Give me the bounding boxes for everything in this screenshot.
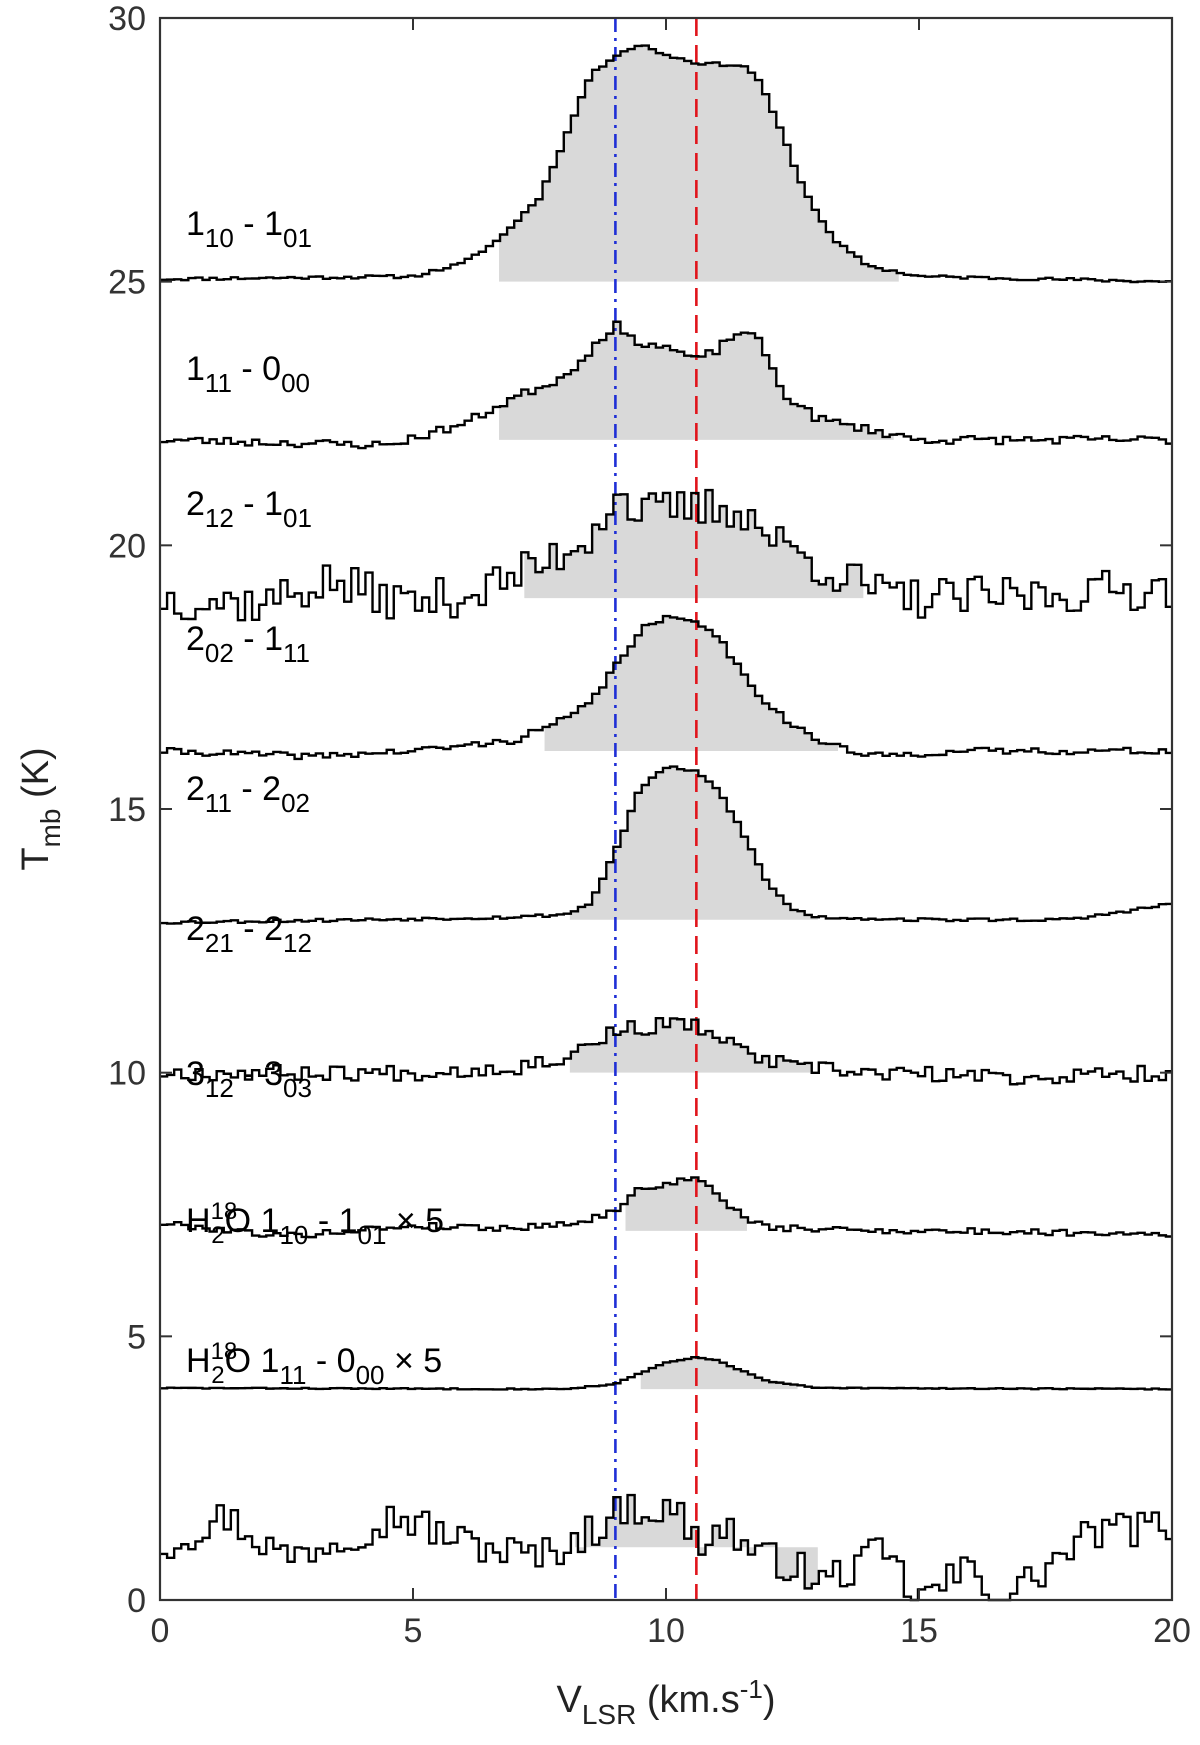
x-tick-label-15: 15 [900, 1612, 938, 1650]
transition-label-2: 111 - 000 [186, 350, 310, 398]
spectrum-6 [160, 1017, 1172, 1086]
y-tick-label-30: 30 [108, 0, 146, 38]
integration-fill-8 [640, 1357, 798, 1390]
reference-lines [614, 18, 698, 1600]
transition-label-3: 212 - 101 [186, 485, 312, 533]
y-tick-label-10: 10 [108, 1055, 146, 1093]
transition-labels: 110 - 101 111 - 000 212 - 101 202 - 111 211 … [186, 205, 444, 1390]
transition-label-4: 202 - 111 [186, 620, 310, 668]
integration-fill-4 [544, 616, 839, 751]
axes: 0 5 10 15 20 0 5 10 15 20 25 30 VLSR (km.s-1) Tmb (K) [15, 0, 1191, 1730]
transition-label-7: 312 - 303 [186, 1055, 312, 1103]
transition-label-1: 110 - 101 [186, 205, 312, 253]
y-tick-label-0: 0 [127, 1582, 146, 1620]
x-tick-label-20: 20 [1153, 1612, 1191, 1650]
spectrum-2 [160, 320, 1172, 450]
x-tick-label-5: 5 [404, 1612, 423, 1650]
transition-label-9: H18 2O 111 - 000 × 5 [186, 1338, 442, 1390]
integration-fill-1 [499, 45, 899, 282]
spectrum-5 [160, 765, 1172, 925]
y-tick-label-5: 5 [127, 1318, 146, 1356]
x-tick-label-10: 10 [647, 1612, 685, 1650]
y-tick-label-15: 15 [108, 791, 146, 829]
spectrum-4 [160, 614, 1172, 761]
integration-fill-layer [499, 45, 899, 1589]
integration-fill-5 [569, 766, 818, 920]
spectrum-1 [160, 44, 1172, 284]
spectrum-3 [160, 488, 1172, 622]
transition-label-5: 211 - 202 [186, 770, 310, 818]
transition-label-6: 221 - 212 [186, 910, 312, 958]
integration-fill-6 [569, 1018, 818, 1073]
spectrum-8 [160, 1356, 1172, 1391]
x-axis-title: VLSR (km.s-1) [556, 1674, 775, 1730]
spectrum-7 [160, 1176, 1172, 1239]
integration-fill-7 [625, 1177, 747, 1231]
x-tick-label-0: 0 [151, 1612, 170, 1650]
transition-label-8: H18 2O 110 - 101 × 5 [186, 1198, 444, 1250]
integration-fill-3 [524, 490, 864, 599]
y-axis-title: Tmb (K) [15, 747, 66, 870]
y-tick-label-20: 20 [108, 527, 146, 565]
y-tick-label-25: 25 [108, 264, 146, 302]
